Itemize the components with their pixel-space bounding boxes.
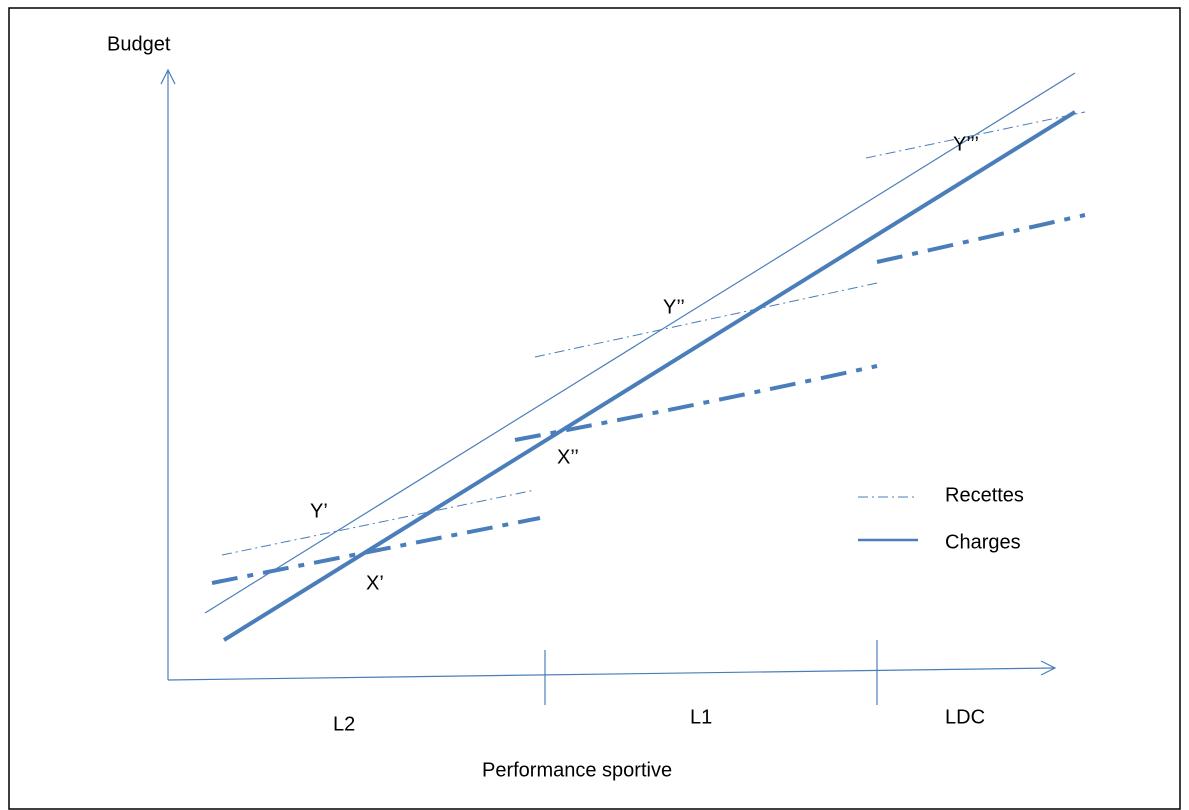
point-label: X’’ bbox=[557, 446, 579, 468]
x-axis-label: Performance sportive bbox=[482, 759, 672, 781]
recettes-l1 bbox=[534, 282, 878, 358]
y-axis-label: Budget bbox=[107, 33, 171, 55]
y-arrow bbox=[160, 68, 176, 85]
legend-label: Recettes bbox=[945, 484, 1024, 506]
axes bbox=[160, 68, 1057, 705]
dashdot-ldc bbox=[876, 213, 1086, 264]
league-label: L1 bbox=[690, 706, 712, 728]
x-axis bbox=[167, 667, 1056, 681]
point-label: X’ bbox=[366, 572, 384, 594]
league-label: LDC bbox=[945, 706, 985, 728]
curves bbox=[204, 72, 1086, 642]
legend-label: Charges bbox=[945, 531, 1021, 553]
thin-line bbox=[204, 72, 1076, 614]
point-label: Y’ bbox=[310, 500, 328, 522]
recettes-l2 bbox=[221, 489, 536, 556]
x-arrow bbox=[1040, 660, 1057, 676]
recettes-ldc bbox=[865, 111, 1086, 159]
recettes-lines bbox=[221, 111, 1086, 556]
dashdot-l1 bbox=[514, 364, 878, 442]
point-label: Y’’ bbox=[663, 296, 685, 318]
thick-dashdot-lines bbox=[211, 213, 1086, 585]
frame bbox=[8, 7, 1181, 810]
league-label: L2 bbox=[333, 713, 355, 735]
charges-line bbox=[222, 110, 1077, 642]
point-label: Y’’’ bbox=[953, 133, 979, 155]
dashdot-l2 bbox=[211, 516, 541, 585]
